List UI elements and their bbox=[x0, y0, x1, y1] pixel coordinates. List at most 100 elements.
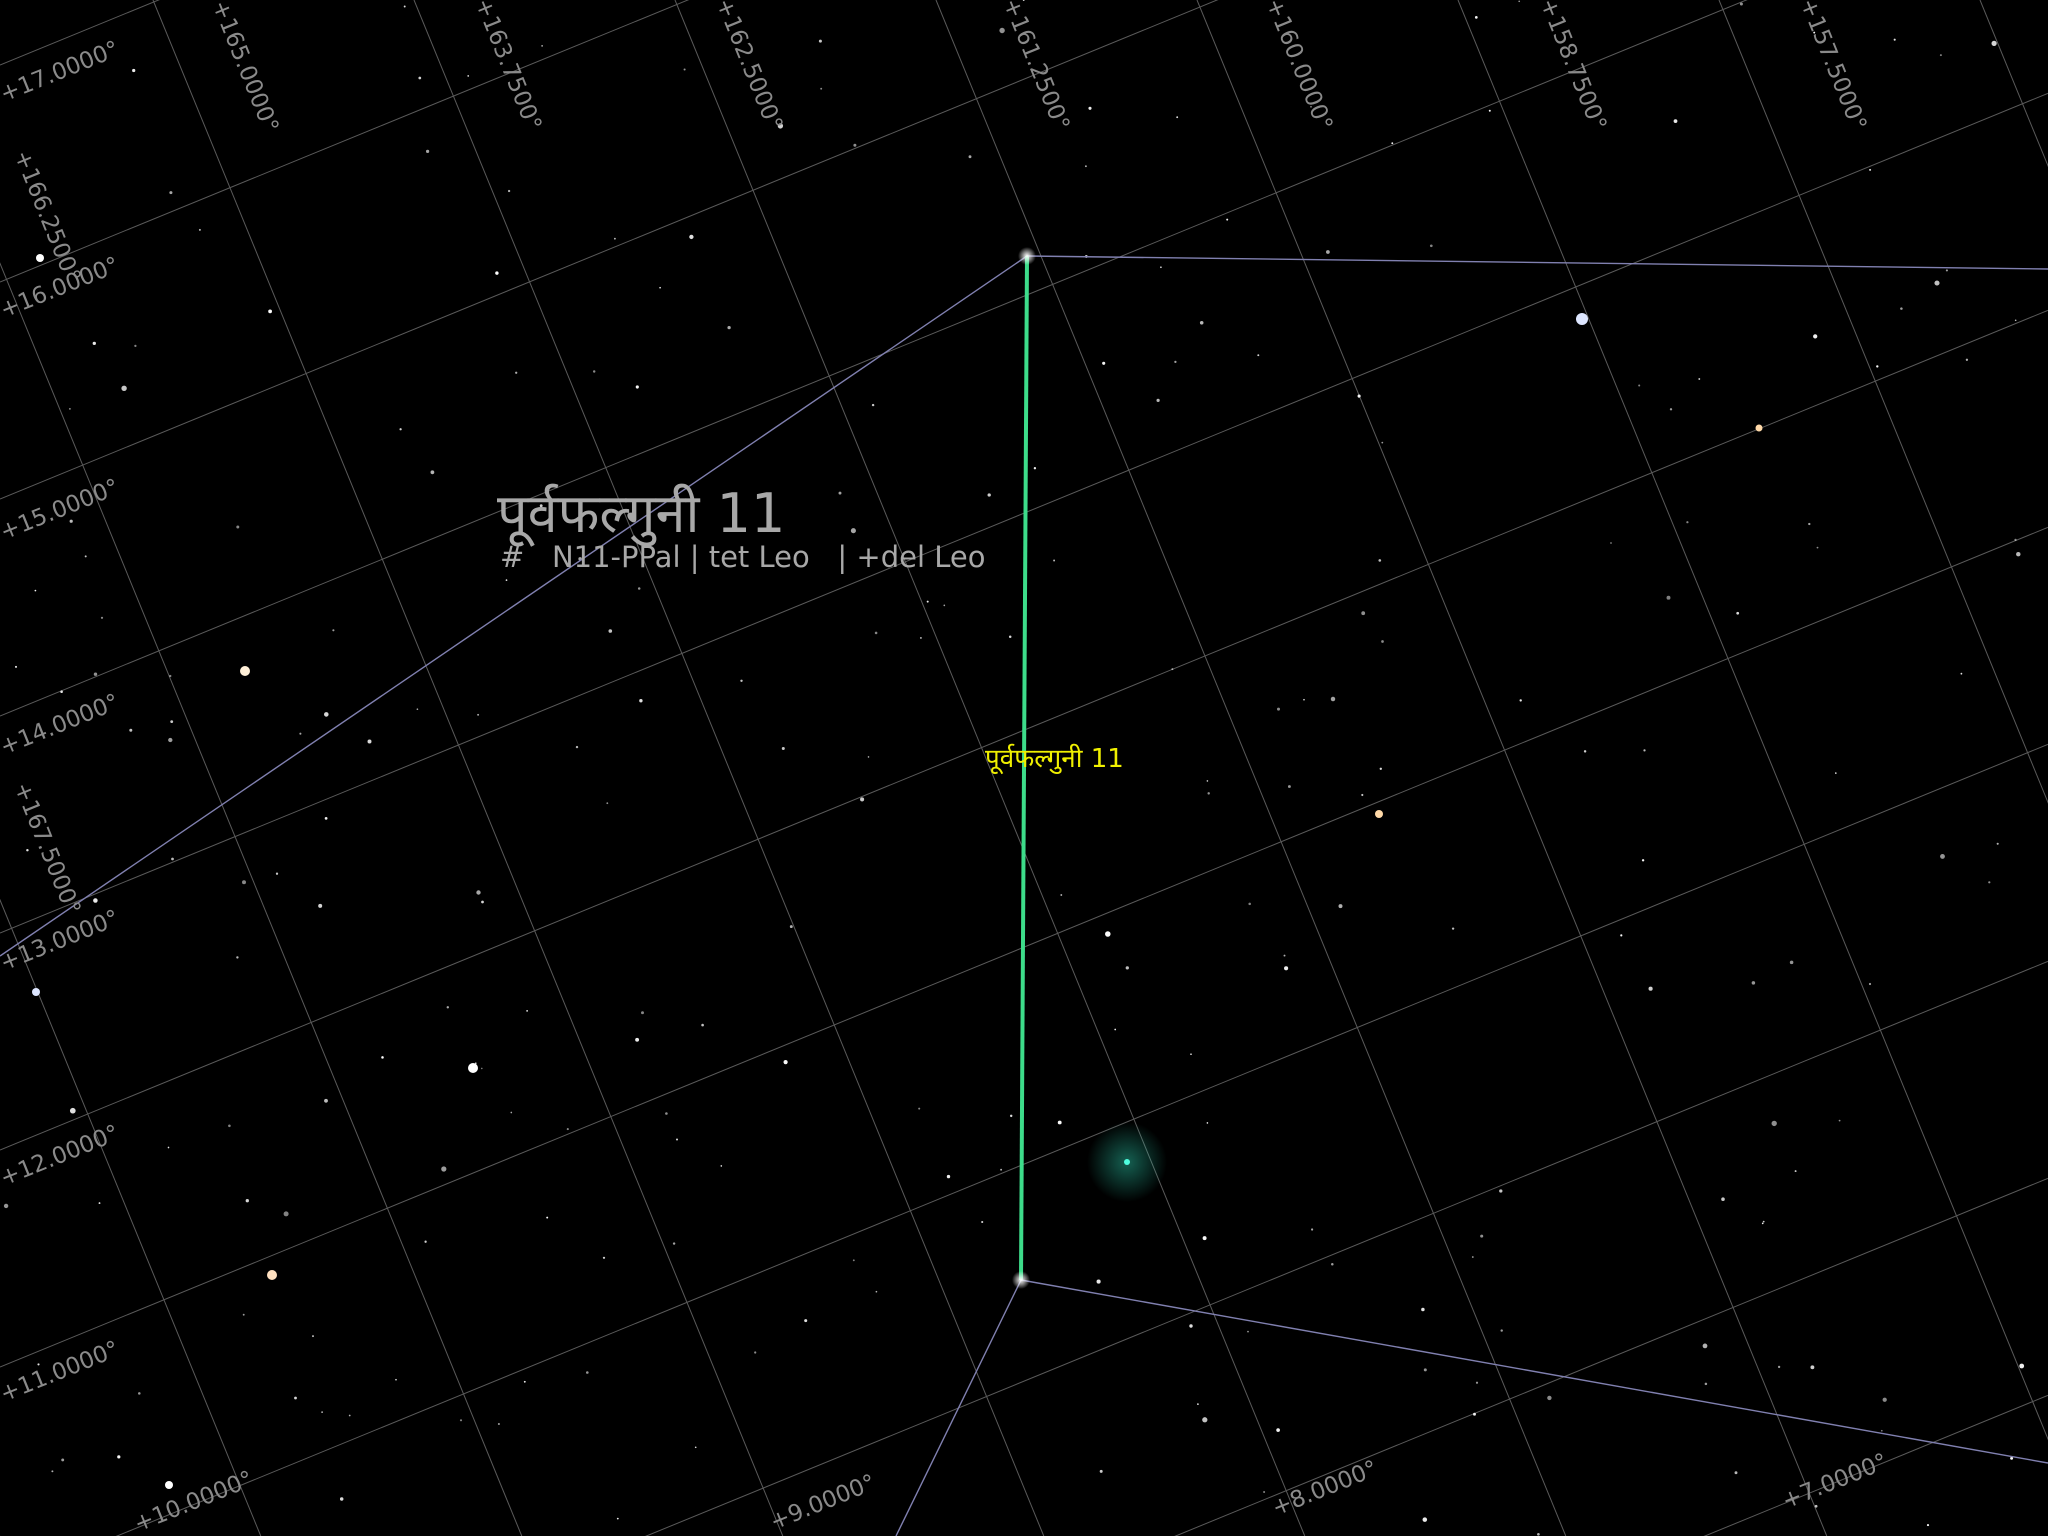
star bbox=[1880, 1429, 1883, 1432]
star bbox=[132, 68, 136, 73]
star bbox=[1375, 810, 1383, 818]
star bbox=[1277, 707, 1280, 711]
grid-line bbox=[0, 0, 1219, 500]
star bbox=[727, 325, 731, 330]
star bbox=[1813, 31, 1816, 34]
star bbox=[1789, 960, 1794, 965]
star bbox=[1777, 1365, 1781, 1369]
star bbox=[608, 629, 613, 633]
star bbox=[1519, 699, 1522, 702]
object-title: पूर्वफल्गुनी 11 bbox=[497, 482, 785, 547]
star bbox=[318, 903, 323, 908]
star bbox=[1471, 1256, 1474, 1258]
star bbox=[93, 672, 98, 676]
star bbox=[1945, 269, 1948, 272]
star bbox=[167, 1146, 170, 1149]
star bbox=[1060, 894, 1063, 896]
grid-line bbox=[645, 960, 2048, 1536]
star bbox=[515, 371, 518, 374]
star bbox=[639, 699, 643, 703]
star bbox=[635, 385, 639, 389]
star bbox=[312, 1335, 314, 1338]
star bbox=[871, 403, 875, 407]
star bbox=[481, 1067, 483, 1070]
star bbox=[783, 1060, 788, 1065]
star bbox=[875, 1290, 878, 1293]
star bbox=[1199, 321, 1204, 325]
star bbox=[526, 1010, 528, 1012]
star bbox=[1816, 546, 1819, 549]
star bbox=[84, 555, 87, 558]
star bbox=[170, 720, 174, 724]
star bbox=[804, 1319, 808, 1323]
star bbox=[2019, 1363, 2025, 1369]
star bbox=[592, 370, 596, 373]
star bbox=[441, 1166, 447, 1172]
star bbox=[476, 890, 481, 895]
star bbox=[754, 1351, 757, 1354]
star bbox=[61, 1458, 65, 1462]
star bbox=[1391, 142, 1394, 145]
star bbox=[1960, 672, 1963, 675]
star bbox=[606, 802, 609, 805]
star bbox=[1226, 218, 1229, 221]
star bbox=[999, 27, 1005, 34]
star bbox=[1810, 1365, 1815, 1370]
star bbox=[1739, 2, 1743, 6]
star bbox=[321, 1411, 323, 1413]
star bbox=[694, 1446, 697, 1449]
star bbox=[1174, 360, 1177, 364]
star bbox=[399, 428, 402, 431]
star bbox=[672, 1242, 676, 1245]
star bbox=[1257, 354, 1260, 357]
star bbox=[541, 45, 543, 47]
star bbox=[1868, 982, 1872, 986]
grid-line bbox=[674, 0, 1306, 1536]
star bbox=[242, 880, 246, 885]
star bbox=[283, 1211, 289, 1217]
star bbox=[1583, 750, 1587, 753]
star bbox=[416, 708, 419, 711]
star bbox=[1338, 904, 1343, 909]
star bbox=[1814, 1504, 1818, 1508]
star bbox=[1176, 116, 1179, 119]
star bbox=[665, 1112, 668, 1115]
star bbox=[134, 344, 137, 348]
star bbox=[943, 604, 946, 607]
star bbox=[1287, 785, 1291, 788]
grid-line bbox=[0, 898, 262, 1536]
constellation-line bbox=[0, 255, 1028, 957]
star bbox=[1422, 1517, 1428, 1522]
star bbox=[1202, 1417, 1208, 1423]
star bbox=[424, 1240, 427, 1243]
star bbox=[838, 491, 842, 495]
star bbox=[1643, 749, 1646, 752]
star bbox=[240, 666, 250, 676]
star bbox=[566, 1128, 569, 1131]
star bbox=[32, 988, 40, 996]
star bbox=[1838, 1119, 1841, 1122]
star bbox=[1190, 1053, 1192, 1056]
star bbox=[926, 600, 929, 603]
star bbox=[1263, 1491, 1266, 1493]
star bbox=[602, 1256, 606, 1259]
star bbox=[1326, 250, 1330, 254]
star bbox=[918, 1107, 921, 1110]
star bbox=[1330, 696, 1336, 702]
star bbox=[37, 1363, 40, 1366]
star bbox=[1357, 394, 1361, 398]
star bbox=[1018, 247, 1036, 265]
star bbox=[683, 68, 686, 71]
star bbox=[324, 1098, 328, 1103]
star bbox=[168, 737, 173, 743]
star bbox=[987, 493, 991, 497]
star bbox=[637, 587, 641, 590]
star bbox=[777, 123, 784, 129]
star bbox=[236, 525, 240, 529]
star bbox=[1009, 1114, 1013, 1118]
star bbox=[15, 665, 17, 668]
star bbox=[1202, 1236, 1207, 1241]
star bbox=[1488, 109, 1491, 112]
star bbox=[169, 674, 172, 678]
star bbox=[1310, 105, 1312, 108]
